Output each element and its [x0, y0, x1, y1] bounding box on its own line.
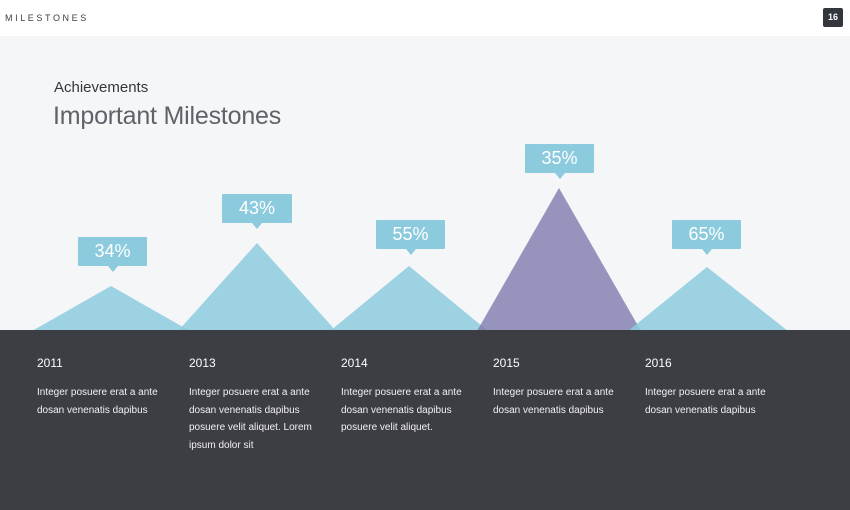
- peak-2011: [32, 286, 190, 331]
- page-title: Important Milestones: [53, 102, 282, 130]
- milestone-description: Integer posuere erat a ante dosan venena…: [189, 387, 312, 451]
- milestone-peaks: [32, 188, 788, 331]
- milestone-column-2015: 2015 Integer posuere erat a ante dosan v…: [493, 356, 633, 419]
- milestone-column-2014: 2014 Integer posuere erat a ante dosan v…: [341, 356, 481, 437]
- milestone-description: Integer posuere erat a ante dosan venena…: [341, 387, 462, 433]
- peak-2015: [477, 188, 641, 331]
- milestone-year: 2014: [341, 356, 368, 370]
- callout-value: 55%: [392, 224, 429, 244]
- callout-value: 34%: [94, 241, 131, 261]
- callout-value: 43%: [238, 198, 276, 218]
- callout-value: 35%: [541, 148, 578, 168]
- callout-2013: 43%: [222, 194, 292, 229]
- milestone-description: Integer posuere erat a ante dosan venena…: [645, 387, 766, 416]
- milestones-panel: 2011 Integer posuere erat a ante dosan v…: [0, 330, 850, 510]
- milestone-column-2013: 2013 Integer posuere erat a ante dosan v…: [189, 356, 329, 454]
- top-bar: MILESTONES 16: [0, 0, 850, 36]
- subtitle: Achievements: [54, 79, 149, 96]
- callout-2014: 55%: [376, 220, 445, 255]
- milestone-description: Integer posuere erat a ante dosan venena…: [37, 387, 158, 416]
- callout-value: 65%: [688, 224, 725, 244]
- callout-2011: 34%: [78, 237, 147, 272]
- milestone-year: 2015: [493, 356, 520, 370]
- milestone-year: 2011: [37, 356, 63, 370]
- peak-2016: [628, 267, 788, 331]
- milestone-description: Integer posuere erat a ante dosan venena…: [493, 387, 614, 416]
- section-label: MILESTONES: [5, 13, 89, 23]
- callout-2016: 65%: [672, 220, 741, 255]
- milestone-year: 2013: [189, 356, 216, 370]
- peak-2013: [178, 243, 336, 331]
- page-number-badge: 16: [823, 8, 843, 27]
- milestone-year: 2016: [645, 356, 672, 370]
- milestone-column-2011: 2011 Integer posuere erat a ante dosan v…: [37, 356, 177, 419]
- peak-2014: [330, 266, 488, 331]
- milestone-column-2016: 2016 Integer posuere erat a ante dosan v…: [645, 356, 785, 419]
- callout-2015: 35%: [525, 144, 594, 179]
